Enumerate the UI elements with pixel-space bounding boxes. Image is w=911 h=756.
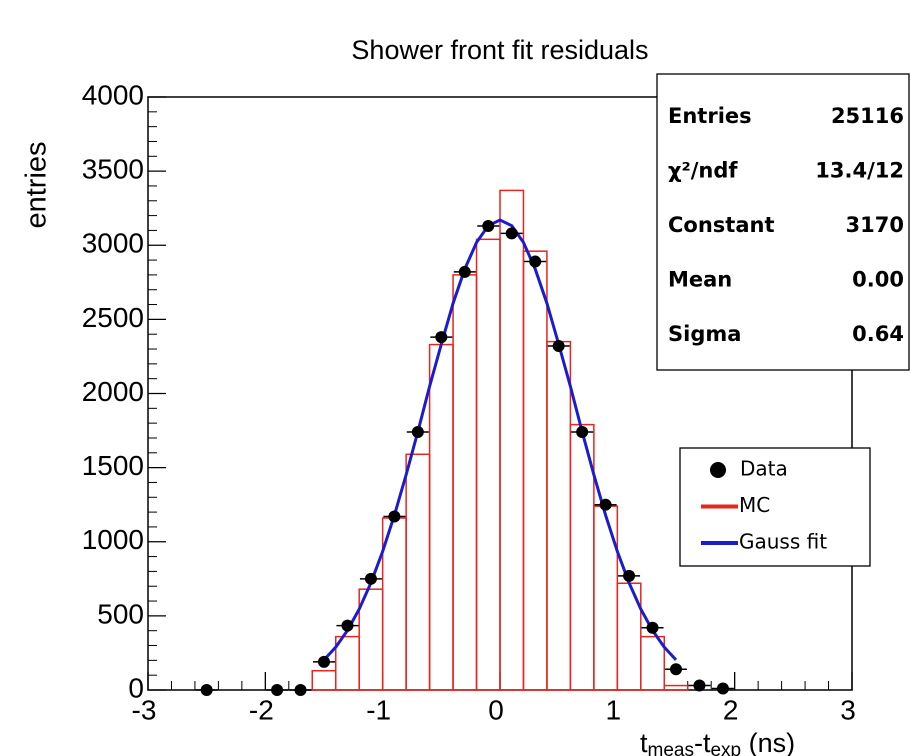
data-point — [458, 265, 471, 278]
stats-value: 13.4/12 — [815, 159, 904, 183]
y-tick-label: 0 — [128, 672, 144, 703]
data-point — [482, 219, 495, 232]
stats-label: Sigma — [668, 322, 741, 346]
y-tick-label: 4000 — [82, 79, 144, 110]
data-point — [670, 663, 682, 676]
y-tick-label: 3500 — [82, 154, 144, 185]
data-point — [505, 227, 518, 240]
x-tick-label: 2 — [723, 694, 739, 725]
x-label-part: -t — [694, 728, 711, 756]
data-point — [411, 426, 424, 439]
data-point — [341, 619, 354, 632]
data-point — [599, 498, 612, 511]
histogram-bin — [475, 238, 501, 691]
stats-value: 0.00 — [852, 268, 904, 292]
x-tick-label: 3 — [840, 694, 856, 725]
legend-marker — [710, 462, 726, 478]
histogram-bin — [640, 635, 666, 691]
y-tick-label: 2500 — [82, 302, 144, 333]
histogram-bin — [452, 274, 478, 691]
legend-label: MC — [739, 493, 770, 517]
data-point — [200, 684, 213, 696]
histogram-bin — [311, 669, 337, 691]
stats-label: Entries — [668, 104, 752, 128]
y-tick-label: 2000 — [82, 376, 144, 407]
x-axis-label: tmeas-texp (ns) — [640, 728, 795, 756]
histogram-bin — [593, 505, 619, 691]
data-point — [294, 684, 307, 696]
data-point — [364, 572, 377, 585]
legend-label: Gauss fit — [739, 530, 827, 554]
chart-title: Shower front fit residuals — [351, 35, 648, 65]
y-tick-label: 1000 — [82, 524, 144, 555]
stats-box — [656, 73, 910, 371]
data-point — [388, 510, 401, 523]
data-point — [552, 340, 565, 353]
x-label-part: (ns) — [741, 728, 795, 756]
y-axis-label: entries — [21, 141, 53, 228]
y-tick-label: 3000 — [82, 228, 144, 259]
y-tick-label: 1500 — [82, 450, 144, 481]
data-point — [271, 684, 284, 696]
fit-curve — [322, 218, 678, 661]
data-point — [576, 426, 589, 439]
data-point — [646, 621, 659, 634]
stats-label: Mean — [668, 268, 732, 292]
data-point — [435, 331, 448, 344]
x-label-part: t — [640, 728, 648, 756]
histogram-bin — [546, 340, 572, 691]
data-point — [623, 569, 636, 582]
x-tick-label: 0 — [488, 694, 504, 725]
stats-value: 25116 — [831, 104, 904, 128]
data-point — [693, 679, 706, 692]
stats-label: χ²/ndf — [668, 159, 738, 183]
stats-value: 3170 — [846, 213, 904, 237]
histogram-bin — [663, 684, 689, 691]
y-tick-label: 500 — [97, 598, 144, 629]
stats-label: Constant — [668, 213, 775, 237]
x-tick-label: 1 — [606, 694, 622, 725]
x-tick-label: -1 — [366, 694, 391, 725]
histogram-bin — [522, 250, 548, 691]
histogram-bin — [428, 343, 454, 691]
x-label-part: exp — [710, 740, 741, 756]
x-label-part: meas — [648, 740, 694, 756]
data-point — [716, 682, 729, 695]
data-point — [318, 655, 330, 668]
histogram-bin — [499, 189, 525, 691]
x-tick-label: -3 — [132, 694, 157, 725]
data-point — [529, 255, 542, 268]
x-tick-label: -2 — [249, 694, 274, 725]
histogram-bin — [405, 453, 431, 691]
stats-value: 0.64 — [852, 322, 904, 346]
legend-label: Data — [740, 457, 788, 481]
